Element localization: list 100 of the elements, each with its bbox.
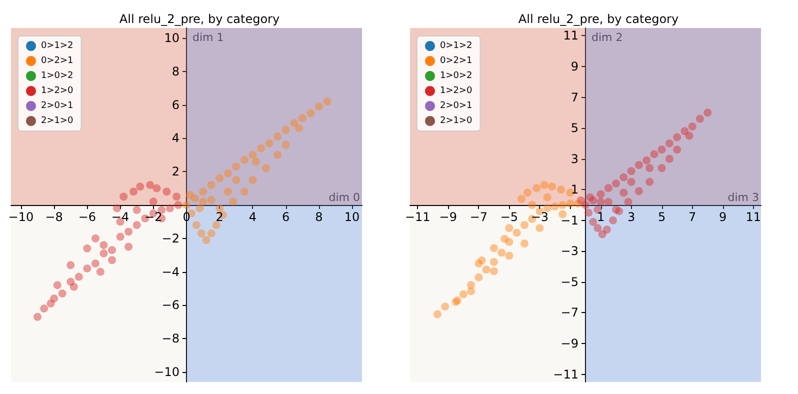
point: [207, 229, 216, 238]
x-tick-label: 9: [719, 210, 727, 224]
point: [224, 188, 232, 196]
point: [586, 193, 594, 202]
point: [490, 267, 498, 276]
point: [642, 156, 651, 164]
x-tick-label: 4: [248, 210, 257, 224]
point: [482, 266, 490, 274]
point: [212, 221, 220, 230]
y-tick-label: 3: [570, 152, 578, 166]
point: [83, 264, 92, 272]
point: [197, 229, 206, 238]
point: [70, 282, 78, 291]
point: [596, 198, 605, 206]
y-tick-label: 2: [172, 164, 180, 179]
point: [520, 221, 528, 230]
point: [248, 150, 257, 159]
point: [152, 184, 161, 192]
x-tick-label: 11: [746, 210, 762, 224]
x-axis-title: dim 3: [728, 191, 759, 204]
point: [182, 201, 190, 209]
point: [172, 192, 181, 201]
y-tick-label: 6: [172, 98, 180, 112]
point: [582, 201, 590, 209]
point: [459, 290, 468, 298]
point: [612, 206, 620, 214]
point: [224, 169, 232, 178]
point: [124, 242, 133, 251]
point: [658, 164, 666, 172]
point: [228, 198, 237, 206]
point: [688, 122, 696, 130]
point: [608, 216, 617, 224]
legend-label: 2>1>0: [440, 116, 473, 126]
x-tick-label: 1: [596, 210, 605, 224]
point: [192, 221, 200, 230]
point: [91, 234, 100, 242]
y-tick-label: −9: [560, 336, 578, 351]
point: [216, 204, 224, 212]
y-tick-label: −6: [162, 298, 180, 312]
chart-title: All relu_2_pre, by category: [518, 12, 679, 26]
point: [132, 206, 141, 214]
point: [207, 196, 216, 204]
point: [108, 256, 116, 264]
point: [673, 146, 682, 154]
point: [136, 182, 144, 191]
legend-label: 2>0>1: [440, 101, 472, 111]
point: [646, 164, 654, 172]
point: [589, 218, 598, 226]
point: [207, 180, 216, 189]
point: [634, 187, 643, 196]
y-tick-label: −11: [553, 367, 578, 382]
y-tick-label: −1: [560, 213, 578, 228]
point: [108, 246, 116, 254]
point: [478, 256, 486, 264]
point: [543, 204, 552, 212]
point: [282, 126, 290, 134]
point: [505, 252, 514, 260]
point: [216, 174, 224, 182]
chart-title: All relu_2_pre, by category: [119, 12, 280, 26]
point: [627, 167, 636, 176]
point: [124, 228, 133, 236]
point: [517, 194, 526, 203]
point: [528, 201, 536, 209]
point: [298, 114, 306, 122]
point: [262, 164, 270, 172]
point: [166, 204, 174, 212]
point: [199, 188, 208, 196]
point: [498, 248, 506, 257]
point: [306, 109, 315, 118]
point: [650, 150, 658, 158]
legend-label: 1>2>0: [440, 86, 473, 96]
point: [196, 204, 204, 212]
point: [132, 221, 141, 230]
point: [149, 198, 158, 206]
y-tick-label: −10: [154, 364, 180, 379]
y-tick-label: 10: [164, 31, 180, 46]
legend-label: 0>2>1: [41, 56, 74, 66]
point: [557, 186, 566, 194]
y-tick-label: 8: [172, 64, 180, 78]
legend-label: 1>0>2: [440, 71, 472, 81]
point: [505, 224, 514, 232]
y-axis-title: dim 1: [192, 31, 224, 44]
point: [646, 178, 654, 186]
legend-label: 0>1>2: [41, 41, 74, 51]
legend-label: 1>0>2: [41, 71, 74, 81]
point: [532, 184, 541, 192]
point: [500, 234, 509, 243]
x-tick-label: 5: [658, 210, 666, 224]
point: [627, 178, 636, 186]
point: [100, 249, 108, 258]
point: [146, 180, 154, 189]
y-tick-label: 4: [172, 131, 180, 146]
point: [634, 160, 643, 169]
legend-label: 2>0>1: [41, 101, 74, 111]
point: [490, 258, 498, 266]
point: [202, 236, 210, 244]
y-tick-label: −2: [162, 231, 180, 246]
point: [584, 208, 593, 217]
point: [186, 190, 194, 199]
point: [665, 154, 674, 163]
